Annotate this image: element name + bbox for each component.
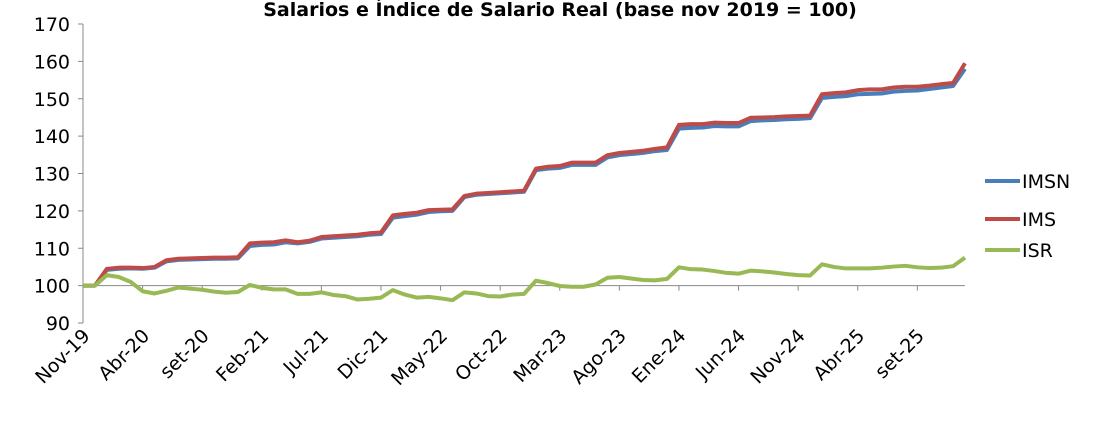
x-tick-label: Jul-21 (278, 325, 332, 379)
y-tick-label: 140 (34, 126, 70, 148)
series-line (83, 67, 967, 288)
x-tick-label: set-20 (156, 325, 214, 383)
y-tick-label: 130 (34, 164, 70, 186)
chart-title: Salarios e Índice de Salario Real (base … (263, 0, 857, 21)
y-tick-label: 100 (34, 276, 70, 298)
x-tick-label: Feb-21 (212, 325, 273, 386)
y-tick-label: 120 (34, 201, 70, 223)
x-tick-label: Dic-21 (334, 325, 393, 384)
y-tick-label: 170 (34, 14, 70, 36)
y-tick-label: 90 (46, 313, 70, 335)
x-tick-label: Ene-24 (628, 325, 691, 388)
series-line (83, 255, 967, 303)
x-tick-label: May-22 (387, 325, 452, 390)
y-tick-label: 110 (34, 238, 70, 260)
y-tick-label: 160 (34, 51, 70, 73)
x-tick-label: Jun-24 (691, 325, 750, 384)
x-tick-label: Ago-23 (567, 325, 631, 389)
legend-label: IMSN (1022, 171, 1070, 193)
legend-label: ISR (1022, 240, 1053, 262)
x-tick-label: Oct-22 (451, 325, 512, 386)
x-tick-label: Abr-20 (94, 325, 154, 385)
y-tick-label: 150 (34, 89, 70, 111)
series-line (83, 62, 967, 288)
x-tick-label: Abr-25 (809, 325, 869, 385)
legend-label: IMS (1022, 209, 1056, 231)
x-tick-label: set-25 (871, 325, 929, 383)
x-tick-label: Nov-24 (746, 325, 809, 388)
x-tick-label: Mar-23 (509, 325, 571, 387)
